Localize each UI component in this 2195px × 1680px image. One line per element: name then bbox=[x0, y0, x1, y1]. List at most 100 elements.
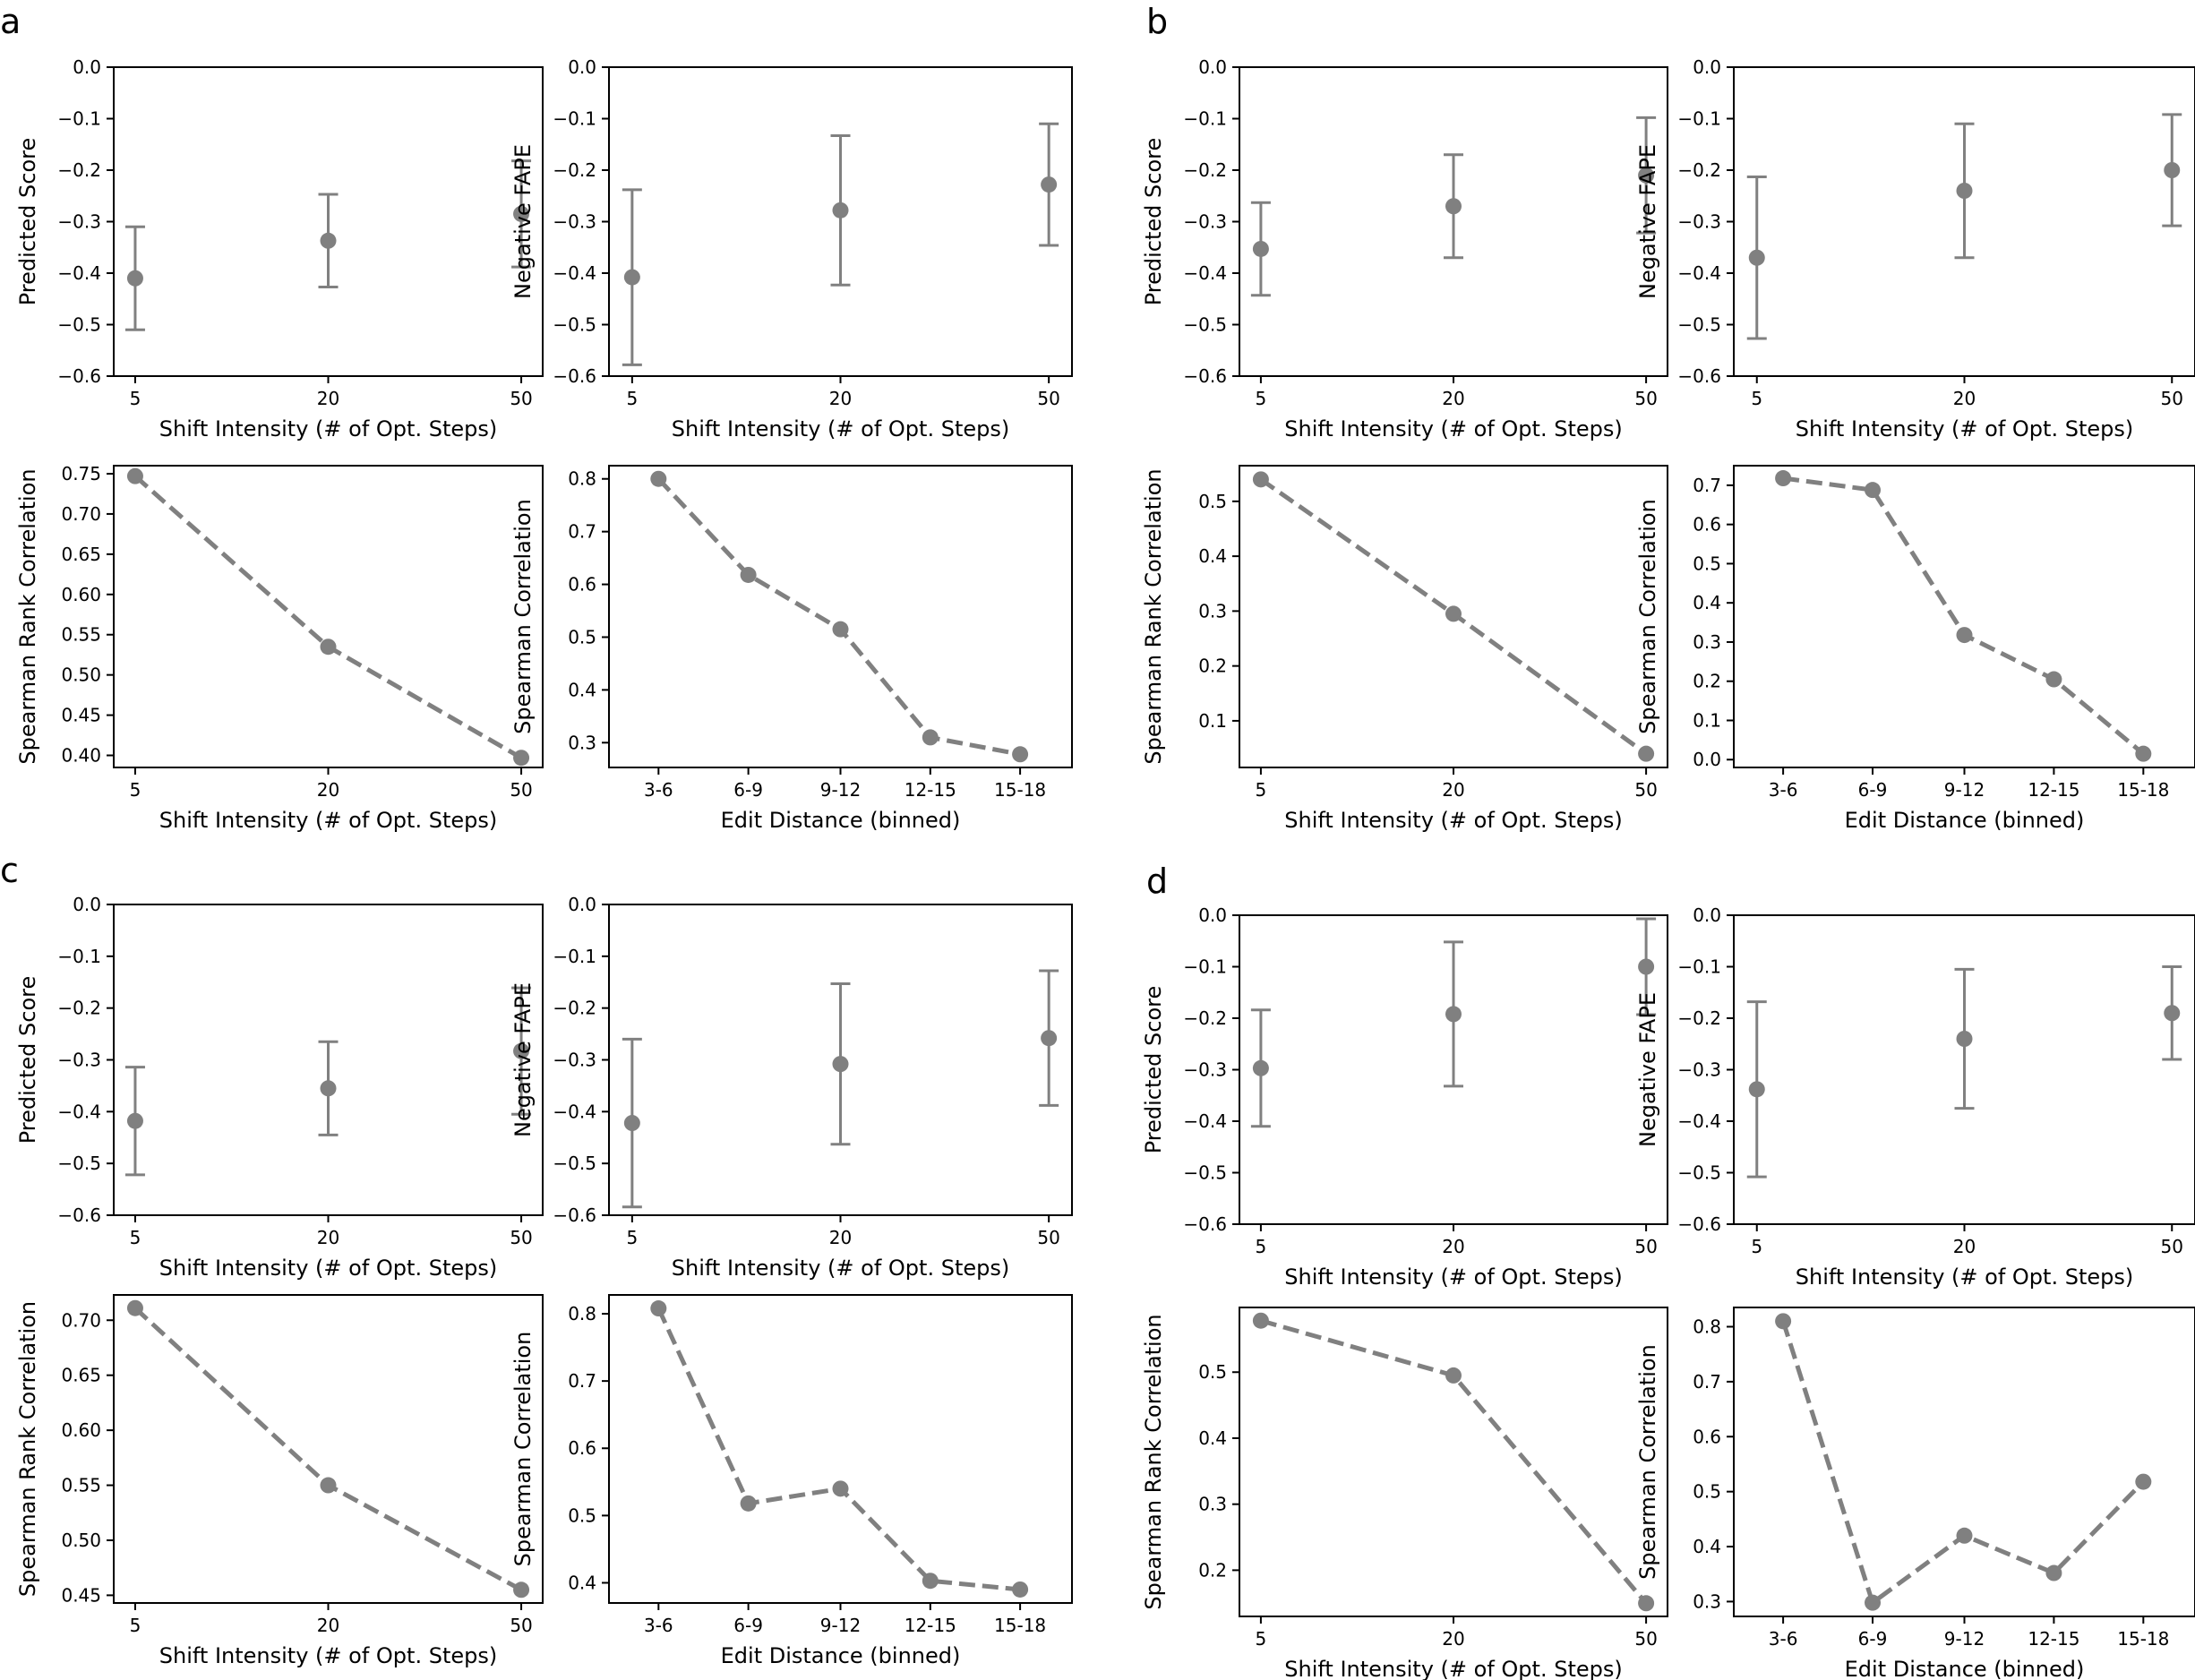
chart-c-1-ytick-label: 0.0 bbox=[73, 894, 101, 915]
chart-b-4-frame bbox=[1733, 465, 2195, 768]
chart-a-2-xtick-label: 20 bbox=[829, 388, 852, 409]
chart-b-1: 0.0 −0.1 −0.2 −0.3 −0.4 −0.5 −0.6 5 20 50 Shift In… bbox=[1141, 56, 1668, 441]
chart-c-4-ytick-label: 0.4 bbox=[568, 1572, 596, 1593]
chart-a-1-xtick-label: 5 bbox=[130, 388, 141, 409]
chart-b-4-point bbox=[2045, 671, 2062, 688]
chart-c-3-point bbox=[320, 1477, 337, 1494]
chart-d-4-ytick-label: 0.5 bbox=[1693, 1481, 1721, 1503]
chart-a-2-ytick-label: −0.2 bbox=[553, 159, 596, 181]
chart-d-2-point bbox=[1956, 1031, 1973, 1047]
chart-d-2-xtick-label: 50 bbox=[2161, 1236, 2183, 1257]
chart-c-4-point bbox=[740, 1495, 757, 1512]
chart-b-4-point bbox=[1865, 482, 1882, 499]
chart-b-2-xlabel: Shift Intensity (# of Opt. Steps) bbox=[1796, 416, 2133, 441]
chart-a-1-ytick-label: −0.6 bbox=[57, 365, 101, 387]
chart-c-4-point bbox=[650, 1300, 667, 1317]
chart-c-3-xtick-label: 5 bbox=[130, 1615, 141, 1636]
chart-c-1: 0.0 −0.1 −0.2 −0.3 −0.4 −0.5 −0.6 5 20 50 Shift In… bbox=[15, 894, 544, 1281]
chart-d-4-xtick-label: 12-15 bbox=[2028, 1628, 2079, 1650]
chart-a-3-xtick-label: 5 bbox=[130, 779, 141, 801]
chart-c-2-ytick-label: −0.1 bbox=[553, 946, 596, 967]
chart-d-2-ytick-label: −0.5 bbox=[1677, 1162, 1721, 1184]
chart-b-3-ytick-label: 0.4 bbox=[1198, 545, 1227, 567]
chart-b-3-xtick-label: 50 bbox=[1634, 779, 1657, 801]
chart-a-1-point bbox=[320, 232, 337, 249]
chart-d-2-ytick-label: −0.3 bbox=[1677, 1059, 1721, 1081]
chart-d-4-series-line bbox=[1780, 1320, 2146, 1607]
chart-a-1-ylabel: Predicted Score bbox=[15, 138, 40, 306]
chart-b-4-ytick-label: 0.4 bbox=[1693, 592, 1721, 613]
chart-d-4-ytick-label: 0.6 bbox=[1693, 1426, 1721, 1447]
chart-d-3-frame bbox=[1239, 1307, 1668, 1617]
chart-a-1-xtick-label: 50 bbox=[510, 388, 532, 409]
chart-b-4-point bbox=[1956, 627, 1973, 644]
chart-c-2-xtick-label: 50 bbox=[1037, 1227, 1059, 1248]
chart-d-3-point bbox=[1445, 1367, 1462, 1384]
chart-d-1-ytick-label: −0.1 bbox=[1183, 956, 1227, 978]
chart-c-1-ytick-label: −0.3 bbox=[57, 1050, 101, 1071]
chart-c-2-point bbox=[1041, 1030, 1058, 1047]
chart-b-3-ytick-label: 0.1 bbox=[1198, 710, 1227, 732]
chart-b-3: 0.1 0.2 0.3 0.4 0.5 5 20 50 Shift Intensity (# o… bbox=[1141, 465, 1668, 833]
chart-c-4-ytick-label: 0.7 bbox=[568, 1370, 596, 1392]
chart-d-4-xtick-label: 3-6 bbox=[1769, 1628, 1798, 1650]
chart-d-2-ytick-label: 0.0 bbox=[1693, 904, 1721, 926]
chart-c-4-xtick-label: 6-9 bbox=[733, 1615, 763, 1636]
chart-b-2: 0.0 −0.1 −0.2 −0.3 −0.4 −0.5 −0.6 5 20 50 Shift In… bbox=[1635, 56, 2195, 441]
chart-c-1-ytick-label: −0.4 bbox=[57, 1101, 101, 1122]
chart-a-4-ytick-label: 0.6 bbox=[568, 574, 596, 596]
chart-d-3: 0.2 0.3 0.4 0.5 5 20 50 Shift Intensity (# of O… bbox=[1141, 1307, 1668, 1680]
chart-d-1-point bbox=[1638, 958, 1655, 975]
chart-a-3: 0.40 0.45 0.50 0.55 0.60 0.65 0.70 0.75 5 20 50 Shi… bbox=[15, 463, 544, 833]
chart-b-1-ytick-label: −0.5 bbox=[1183, 314, 1227, 336]
chart-c-3-xtick-label: 50 bbox=[510, 1615, 532, 1636]
chart-b-4-ytick-label: 0.7 bbox=[1693, 475, 1721, 496]
chart-b-2-ytick-label: −0.6 bbox=[1677, 365, 1721, 387]
chart-c-2-point bbox=[623, 1115, 640, 1132]
chart-d-4-point bbox=[2045, 1564, 2062, 1581]
chart-a-4-ytick-label: 0.4 bbox=[568, 679, 596, 700]
chart-b-1-point bbox=[1638, 167, 1655, 184]
chart-b-3-point bbox=[1252, 471, 1269, 488]
chart-c-3-frame bbox=[113, 1294, 544, 1604]
chart-d-3-xtick-label: 5 bbox=[1256, 1628, 1267, 1650]
panel-label-c: c bbox=[0, 851, 19, 890]
chart-a-1-ytick-label: −0.4 bbox=[57, 262, 101, 284]
chart-a-4-xtick-label: 3-6 bbox=[644, 779, 673, 801]
chart-c-2-xtick-label: 5 bbox=[626, 1227, 638, 1248]
chart-a-4-point bbox=[650, 470, 667, 487]
chart-a-4-frame bbox=[608, 465, 1073, 768]
chart-c-4-xlabel: Edit Distance (binned) bbox=[721, 1643, 961, 1668]
chart-c-4-xtick-label: 9-12 bbox=[820, 1615, 861, 1636]
chart-b-2-xtick-label: 50 bbox=[2161, 388, 2183, 409]
chart-c-3: 0.45 0.50 0.55 0.60 0.65 0.70 5 20 50 Shift Inten… bbox=[15, 1294, 544, 1668]
chart-c-3-ytick-label: 0.45 bbox=[61, 1584, 101, 1606]
chart-d-3-point bbox=[1252, 1312, 1269, 1329]
chart-c-3-series-line bbox=[133, 1306, 523, 1592]
chart-b-4-ytick-label: 0.0 bbox=[1693, 749, 1721, 770]
chart-a-4-xlabel: Edit Distance (binned) bbox=[721, 808, 961, 833]
chart-b-3-xtick-label: 20 bbox=[1442, 779, 1464, 801]
chart-a-4-ytick-label: 0.5 bbox=[568, 626, 596, 647]
chart-d-2-ytick-label: −0.2 bbox=[1677, 1007, 1721, 1029]
chart-a-2-point bbox=[623, 269, 640, 286]
chart-d-4: 0.3 0.4 0.5 0.6 0.7 0.8 3-6 6-9 9-12 12-15 15-18 Ed… bbox=[1635, 1307, 2195, 1680]
chart-b-3-xtick-label: 5 bbox=[1256, 779, 1267, 801]
chart-a-3-ytick-label: 0.40 bbox=[61, 745, 101, 767]
chart-d-4-xtick-label: 9-12 bbox=[1944, 1628, 1985, 1650]
chart-b-2-ytick-label: 0.0 bbox=[1693, 56, 1721, 78]
chart-a-2-ytick-label: −0.4 bbox=[553, 262, 596, 284]
chart-c-4: 0.4 0.5 0.6 0.7 0.8 3-6 6-9 9-12 12-15 15-18 Edit … bbox=[510, 1294, 1073, 1668]
chart-b-3-ytick-label: 0.3 bbox=[1198, 600, 1227, 621]
chart-a-3-xlabel: Shift Intensity (# of Opt. Steps) bbox=[159, 808, 497, 833]
chart-d-4-xtick-label: 6-9 bbox=[1858, 1628, 1888, 1650]
chart-a-3-ytick-label: 0.75 bbox=[61, 463, 101, 484]
chart-c-2-ytick-label: 0.0 bbox=[568, 894, 596, 915]
chart-d-4-ylabel: Spearman Correlation bbox=[1635, 1344, 1660, 1580]
chart-c-4-frame bbox=[608, 1294, 1073, 1604]
chart-c-4-point bbox=[832, 1480, 849, 1497]
chart-b-2-xtick-label: 20 bbox=[1953, 388, 1976, 409]
chart-c-1-ytick-label: −0.1 bbox=[57, 946, 101, 967]
chart-a-4-ytick-label: 0.7 bbox=[568, 521, 596, 543]
chart-d-3-ytick-label: 0.4 bbox=[1198, 1427, 1227, 1449]
